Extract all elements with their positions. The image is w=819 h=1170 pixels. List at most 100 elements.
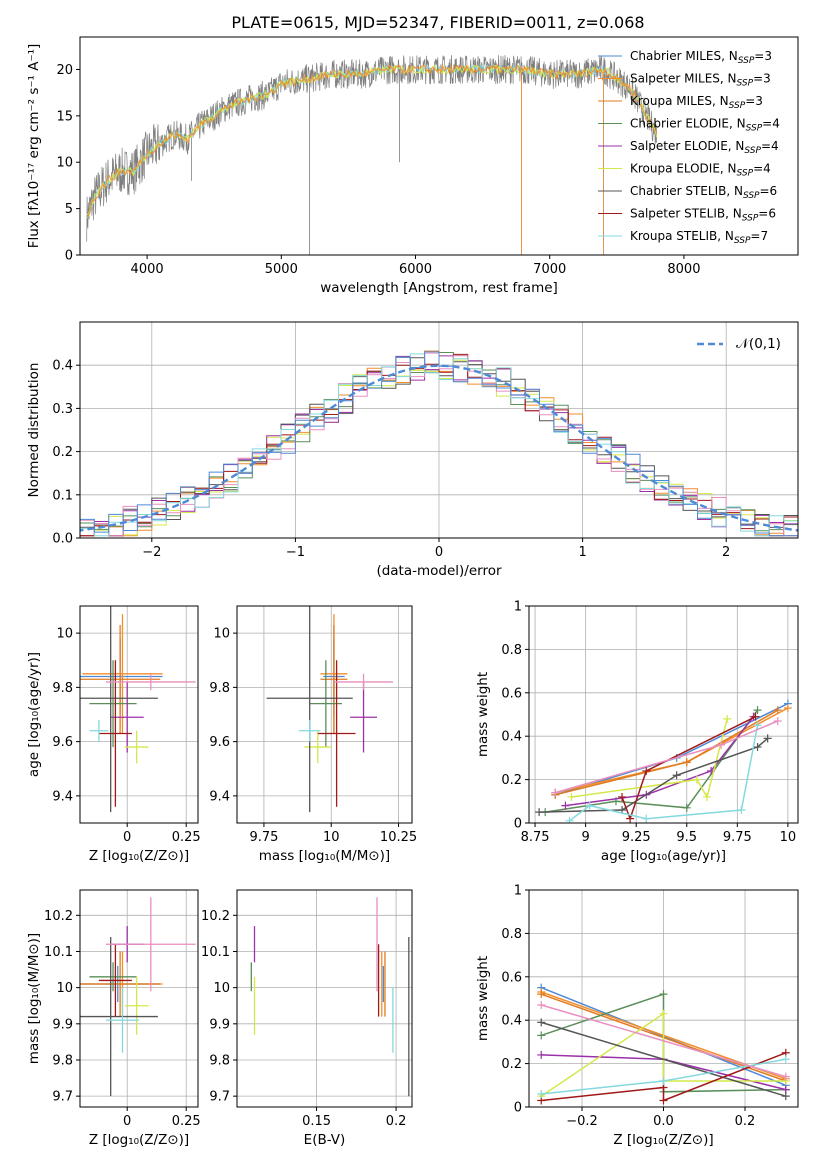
weight-marker [618,792,627,801]
y-tick-label: 0.4 [52,359,73,374]
weight-marker [773,706,782,715]
weight-marker [551,788,560,797]
x-tick-label: 7000 [533,262,566,277]
weight-marker [773,717,782,726]
y-tick-label: 0.4 [501,1014,522,1029]
y-tick-label: 0.2 [52,445,73,460]
y-tick-label: 9.8 [52,1053,73,1068]
x-axis-label: Z [log₁₀(Z/Z⊙)] [89,848,189,864]
y-axis-label: Normed distribution [26,363,42,498]
legend-label: Salpeter STELIB, NSSP=6 [630,207,776,224]
weight-marker [659,990,668,999]
errorbar-point [124,976,149,1035]
panel-age-vs-mass: 9.75 10 10.25 9.4 9.6 9.8 10 mass [log₁₀(M/M⊙)] [209,605,417,864]
y-tick-label: 10.2 [44,909,73,924]
axes-frame [528,605,799,824]
legend-label: Kroupa MILES, NSSP=3 [630,94,763,111]
y-tick-label: 9.4 [52,789,73,804]
weight-marker [561,801,570,810]
panel-mass-vs-ebv: 0.15 0.2 9.7 9.8 9.9 10 10.1 10.2 E(B-V) [201,889,413,1148]
axes-frame [236,605,413,824]
y-tick-label: 9.4 [209,789,230,804]
errorbar-point [89,660,137,748]
weight-marker [659,1076,668,1085]
model-fit-line [86,64,658,216]
axes-frame [79,321,799,539]
weight-marker [585,801,594,810]
errorbar-point [98,944,132,1017]
x-tick-label: 9.75 [249,830,278,845]
y-tick-label: 5 [65,202,73,217]
y-tick-label: 9.6 [52,735,73,750]
axes-frame [79,605,199,824]
x-tick-label: 0.2 [735,1114,756,1129]
weight-marker [567,792,576,801]
panel-spectrum: 4000 5000 6000 7000 8000 0 5 10 15 20 wavelength [… [26,36,799,296]
x-tick-label: 10.25 [380,830,417,845]
y-tick-label: 10 [56,156,73,171]
errorbar-point [333,673,394,691]
plot-area [266,606,394,813]
weight-marker [753,706,762,715]
y-axis-label: age [log₁₀(age/yr)] [26,652,42,777]
x-tick-label: 0 [435,545,443,560]
x-tick-label: 0.25 [172,830,201,845]
y-tick-label: 0.6 [501,686,522,701]
model-fit-line [86,63,658,218]
y-tick-label: 0.2 [501,773,522,788]
axes-frame [79,889,199,1108]
weight-marker [717,740,726,749]
x-tick-label: 9.25 [622,830,651,845]
x-tick-label: 4000 [131,262,164,277]
x-tick-label: 0.2 [386,1114,407,1129]
legend-label: Kroupa ELODIE, NSSP=4 [630,162,771,179]
y-tick-label: 20 [56,63,73,78]
errorbar-point [80,624,161,734]
errorbar-point [105,897,196,992]
model-fit-line [86,63,657,219]
weight-marker [753,743,762,752]
x-axis-label: Z [log₁₀(Z/Z⊙)] [89,1132,189,1148]
errorbar-point [98,660,132,807]
errorbar-point [304,730,332,764]
weight-marker [763,734,772,743]
panel-mass-weight-vs-Z: −0.2 0.0 0.2 0 0.2 0.4 0.6 0.8 1 Z [log₁₀(Z/Z⊙)] m… [475,884,799,1148]
weight-marker [642,766,651,775]
x-tick-label: 8000 [667,262,700,277]
weight-line [540,1004,787,1078]
plot-area [535,699,792,823]
weight-marker [565,816,574,823]
x-tick-label: 8.75 [521,830,550,845]
x-tick-label: 10 [323,830,340,845]
y-tick-label: 0.2 [501,1057,522,1072]
axes-frame [79,36,799,256]
weight-marker [682,803,691,812]
errorbar-point [80,606,158,813]
weight-marker [537,1018,546,1027]
y-tick-label: 0.8 [501,927,522,942]
y-tick-label: 10.1 [44,945,73,960]
weight-marker [751,712,760,721]
y-tick-label: 9.6 [209,735,230,750]
weight-marker [692,775,701,784]
plot-area [80,606,196,813]
weight-marker [737,805,746,814]
y-tick-label: 9.8 [209,681,230,696]
errorbar-point [89,962,137,992]
weight-line [540,1012,786,1097]
y-tick-label: 9.7 [209,1090,230,1105]
y-axis-label: mass weight [475,672,491,757]
y-axis-label: mass weight [475,956,491,1041]
weight-marker [535,808,544,817]
x-tick-label: 0.15 [302,1114,331,1129]
panel-mass-vs-Z: 0 0.25 9.7 9.8 9.9 10 10.1 10.2 Z [log₁₀(Z/Z⊙)] m… [26,889,201,1148]
errorbar-point [317,660,356,807]
errorbar-point [80,951,161,1017]
plot-area [86,55,658,255]
observed-spectrum [86,55,658,242]
weight-line [541,1052,787,1102]
x-axis-label: mass [log₁₀(M/M⊙)] [259,848,390,864]
y-tick-label: 0.6 [501,970,522,985]
plot-area [80,897,196,1097]
